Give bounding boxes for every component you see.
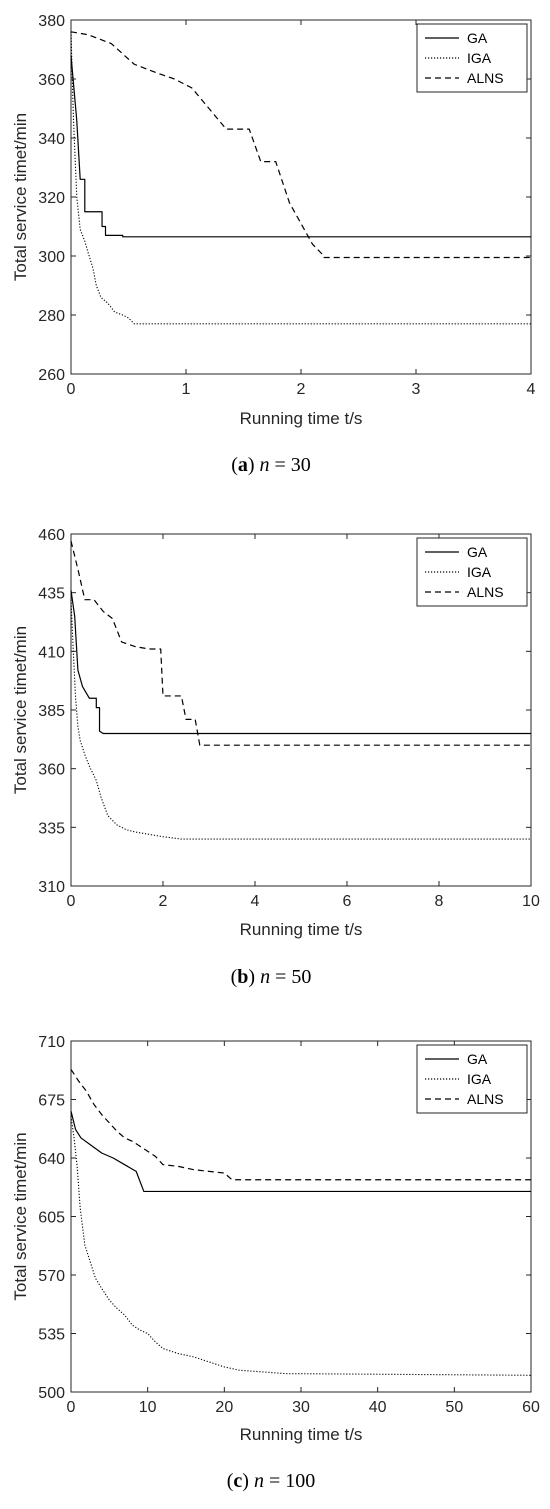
y-tick-label: 300 bbox=[38, 249, 65, 266]
legend-label-alns: ALNS bbox=[467, 70, 504, 86]
x-tick-label: 10 bbox=[139, 1399, 157, 1416]
legend-label-iga: IGA bbox=[467, 50, 492, 66]
y-axis-label: Total service timet/min bbox=[11, 1132, 30, 1300]
x-tick-label: 10 bbox=[522, 893, 540, 910]
legend-label-iga: IGA bbox=[467, 564, 492, 580]
series-line-alns bbox=[70, 31, 531, 259]
legend-label-ga: GA bbox=[467, 1051, 488, 1067]
chart-panel-c: 0 10 20 30 40 50 60 500 535 570 605 640 675 710 Runnin… bbox=[11, 1034, 540, 1492]
y-tick-label: 340 bbox=[38, 131, 65, 148]
y-tick-label: 360 bbox=[38, 762, 65, 779]
y-tick-label: 280 bbox=[38, 308, 65, 325]
y-tick-label: 310 bbox=[38, 879, 65, 896]
x-tick-label: 3 bbox=[412, 381, 421, 398]
y-tick-label: 260 bbox=[38, 367, 65, 384]
x-tick-label: 4 bbox=[251, 893, 260, 910]
series-line-alns bbox=[70, 540, 531, 746]
y-tick-label: 605 bbox=[38, 1210, 65, 1227]
x-tick-label: 30 bbox=[292, 1399, 310, 1416]
legend-label-alns: ALNS bbox=[467, 1091, 504, 1107]
legend-box bbox=[416, 537, 528, 607]
y-tick-label: 500 bbox=[38, 1385, 65, 1402]
panel-caption: (c) n = 100 bbox=[227, 1470, 316, 1492]
legend-label-ga: GA bbox=[467, 544, 488, 560]
y-tick-label: 410 bbox=[38, 644, 65, 661]
y-tick-label: 675 bbox=[38, 1093, 65, 1110]
y-tick-label: 640 bbox=[38, 1151, 65, 1168]
legend-label-ga: GA bbox=[467, 30, 488, 46]
x-tick-label: 50 bbox=[445, 1399, 463, 1416]
x-tick-label: 0 bbox=[67, 381, 76, 398]
y-tick-label: 535 bbox=[38, 1327, 65, 1344]
x-axis-label: Running time t/s bbox=[240, 920, 363, 939]
y-tick-label: 335 bbox=[38, 820, 65, 837]
legend: GA IGA ALNS bbox=[416, 1044, 528, 1114]
y-tick-label: 320 bbox=[38, 190, 65, 207]
y-tick-label: 435 bbox=[38, 586, 65, 603]
x-tick-label: 20 bbox=[215, 1399, 233, 1416]
y-tick-label: 570 bbox=[38, 1268, 65, 1285]
legend: GA IGA ALNS bbox=[416, 537, 528, 607]
x-tick-label: 4 bbox=[527, 381, 536, 398]
legend-label-iga: IGA bbox=[467, 1071, 492, 1087]
series-line-iga bbox=[70, 599, 531, 840]
legend: GA IGA ALNS bbox=[416, 23, 528, 93]
x-tick-label: 2 bbox=[159, 893, 168, 910]
y-tick-label: 385 bbox=[38, 703, 65, 720]
series-line-ga bbox=[70, 590, 531, 735]
y-tick-label: 360 bbox=[38, 72, 65, 89]
legend-label-alns: ALNS bbox=[467, 584, 504, 600]
chart-panel-b: 0 2 4 6 8 10 310 335 360 385 410 435 460 Running time… bbox=[11, 527, 540, 988]
x-tick-label: 0 bbox=[67, 893, 76, 910]
series-line-iga bbox=[70, 1116, 532, 1376]
panel-caption: (b) n = 50 bbox=[231, 966, 312, 988]
x-axis-label: Running time t/s bbox=[240, 409, 363, 428]
y-tick-label: 460 bbox=[38, 527, 65, 544]
chart-panel-a: 0 1 2 3 4 260 280 300 320 340 360 380 Running time t… bbox=[11, 13, 536, 476]
x-tick-label: 2 bbox=[297, 381, 306, 398]
series-line-ga bbox=[70, 1111, 531, 1193]
legend-box bbox=[416, 23, 528, 93]
x-axis-label: Running time t/s bbox=[240, 1425, 363, 1444]
x-tick-label: 0 bbox=[67, 1399, 76, 1416]
x-tick-label: 6 bbox=[343, 893, 352, 910]
x-tick-label: 1 bbox=[182, 381, 191, 398]
x-tick-label: 8 bbox=[435, 893, 444, 910]
x-tick-label: 60 bbox=[522, 1399, 540, 1416]
series-line-alns bbox=[70, 1069, 531, 1181]
legend-box bbox=[416, 1044, 528, 1114]
x-tick-label: 40 bbox=[369, 1399, 387, 1416]
y-axis-label: Total service timet/min bbox=[11, 113, 30, 281]
y-tick-label: 710 bbox=[38, 1034, 65, 1051]
series-line-ga bbox=[70, 55, 531, 238]
y-tick-label: 380 bbox=[38, 13, 65, 30]
panel-caption: (a) n = 30 bbox=[231, 454, 311, 476]
y-axis-label: Total service timet/min bbox=[11, 626, 30, 794]
